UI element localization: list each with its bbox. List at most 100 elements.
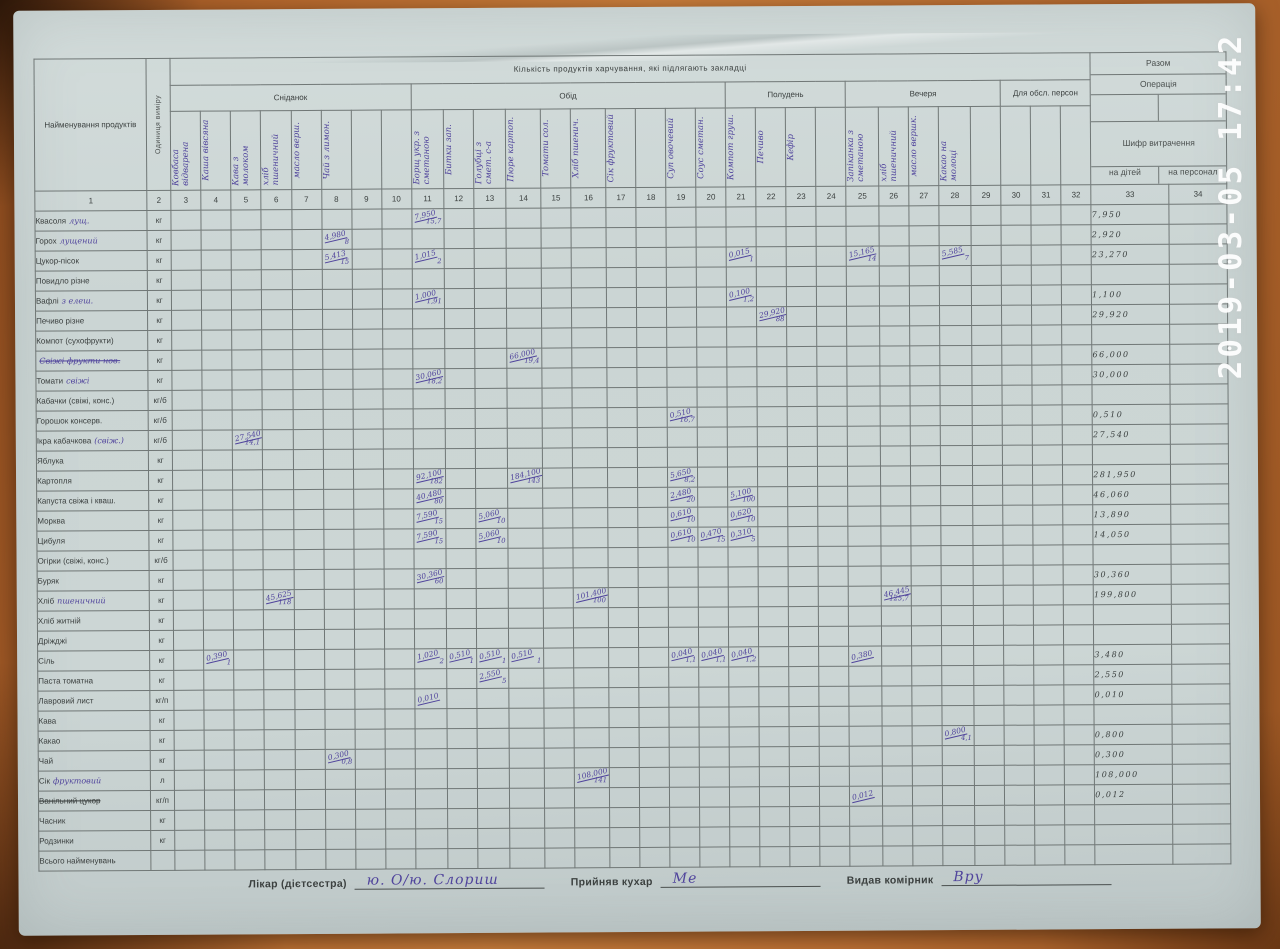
value-cell — [201, 329, 232, 350]
value-cell — [508, 627, 544, 648]
value-cell — [475, 567, 509, 589]
value-cell — [909, 265, 940, 286]
value-cell — [759, 766, 790, 787]
value-cell — [544, 847, 576, 868]
value-cell — [818, 525, 849, 547]
value-cell: 46,445 125,7 — [880, 585, 912, 606]
value-cell — [849, 685, 882, 706]
value-cell — [1001, 244, 1032, 265]
value-cell — [847, 445, 881, 466]
value-cell — [973, 524, 1004, 546]
value-cell — [973, 604, 1004, 626]
value-cell — [849, 725, 882, 746]
value-cell — [573, 627, 609, 648]
value-cell — [911, 585, 942, 606]
value-cell — [786, 226, 817, 247]
value-cell — [1062, 364, 1093, 385]
value-cell — [639, 786, 670, 808]
value-cell — [202, 529, 233, 550]
value-cell — [607, 387, 638, 408]
value-cell — [666, 326, 697, 347]
value-cell — [446, 668, 477, 689]
value-cell — [381, 288, 413, 309]
value-cell — [446, 588, 477, 609]
value-cell — [879, 285, 910, 306]
value-cell — [571, 347, 608, 368]
value-cell — [230, 209, 262, 230]
value-cell — [973, 644, 1004, 666]
value-cell — [729, 846, 761, 867]
value-cell — [231, 249, 262, 270]
dish-header-cell: Кава з молоком — [230, 111, 262, 190]
operation-label: Операція — [1090, 74, 1226, 96]
value-cell — [912, 765, 943, 786]
value-cell — [324, 788, 356, 810]
value-cell — [506, 227, 542, 248]
total-personnel — [1172, 823, 1232, 844]
value-cell — [974, 704, 1005, 726]
value-cell — [233, 569, 264, 590]
total-children: 23,270 — [1091, 243, 1170, 265]
value-cell — [323, 548, 354, 570]
value-cell — [639, 846, 671, 868]
column-number: 27 — [908, 185, 939, 206]
value-cell — [232, 509, 264, 530]
value-cell — [412, 388, 445, 409]
value-cell — [1004, 684, 1035, 705]
value-cell — [414, 668, 447, 689]
value-cell — [323, 628, 355, 650]
value-cell — [816, 205, 847, 227]
total-children — [1093, 603, 1172, 625]
value-cell — [1064, 824, 1096, 845]
total-personnel — [1172, 723, 1231, 744]
value-cell — [506, 287, 542, 308]
value-cell — [542, 407, 573, 428]
value-cell — [544, 727, 575, 748]
value-cell — [475, 447, 508, 469]
value-cell — [444, 328, 475, 349]
value-cell — [414, 708, 447, 729]
value-cell — [382, 388, 413, 409]
value-cell — [571, 227, 607, 248]
product-unit: кг — [149, 649, 174, 671]
value-cell — [1004, 744, 1035, 765]
dish-header-cell: Сік фруктовий — [605, 108, 636, 188]
value-cell — [909, 385, 941, 406]
value-cell — [638, 566, 669, 588]
value-cell — [637, 406, 668, 428]
value-cell — [880, 565, 912, 586]
value-cell: 0,040 1,1 — [668, 646, 699, 667]
product-unit — [150, 849, 175, 871]
value-cell — [173, 669, 204, 690]
shyfr-label: Шифр витрачення — [1091, 121, 1227, 168]
dish-header-cell — [815, 107, 847, 187]
value-cell — [323, 508, 354, 530]
value-cell — [1063, 564, 1094, 585]
value-cell — [726, 346, 757, 367]
value-cell — [541, 207, 572, 228]
dish-header-cell: хліб пшеничний — [260, 111, 292, 190]
value-cell — [1031, 224, 1062, 245]
value-cell — [413, 548, 446, 569]
value-cell — [639, 826, 670, 848]
value-cell — [291, 229, 322, 250]
value-cell — [879, 325, 910, 346]
value-cell — [262, 349, 293, 370]
value-cell — [352, 328, 383, 349]
value-cell — [572, 387, 608, 408]
value-cell — [759, 826, 791, 847]
value-cell — [321, 288, 353, 310]
value-cell — [414, 728, 447, 749]
value-cell — [636, 306, 667, 328]
value-cell — [909, 285, 940, 306]
value-cell — [506, 307, 542, 328]
value-cell — [412, 328, 445, 349]
value-cell — [444, 268, 475, 289]
value-cell — [232, 449, 263, 470]
value-cell — [912, 825, 943, 846]
product-unit: кг — [150, 729, 175, 751]
dish-header-cell — [380, 110, 412, 189]
value-cell — [474, 387, 508, 409]
product-unit: кг/б — [148, 389, 173, 411]
value-cell — [543, 647, 574, 668]
